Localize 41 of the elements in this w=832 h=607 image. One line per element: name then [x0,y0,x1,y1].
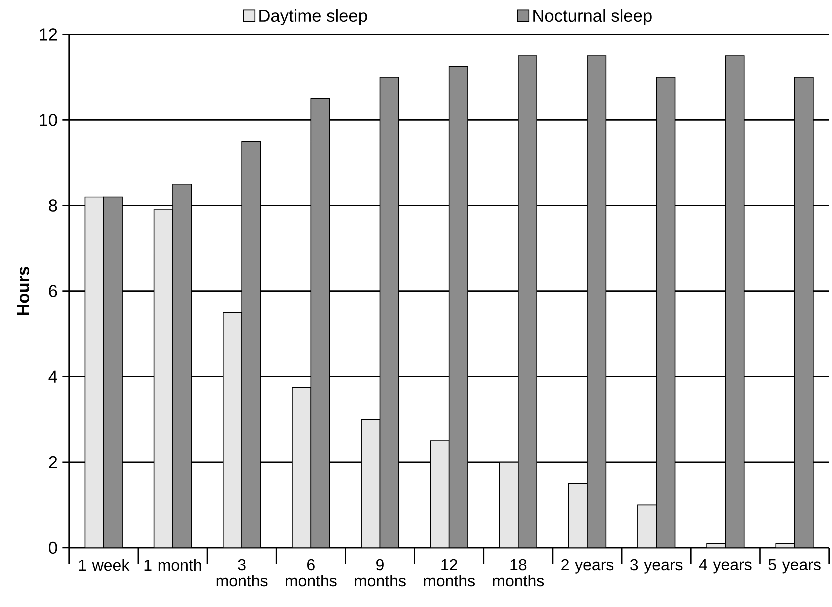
x-tick-label: 5 years [768,560,821,574]
bar [794,77,814,548]
y-tick-label: 2 [49,456,58,469]
bar [292,387,312,548]
bar [172,184,192,548]
x-tick-label: 3 months [216,560,268,587]
x-tick-label: 12 months [424,560,475,587]
x-tick-label: 9 months [355,560,406,587]
y-tick-label: 6 [49,285,58,298]
bar [154,210,174,548]
bar [725,56,745,548]
y-axis-title: Hours [17,267,30,316]
bar [638,504,658,548]
bar [448,66,468,548]
x-tick-label: 1 month [144,560,202,572]
y-tick-label: 12 [40,28,58,41]
y-tick-label: 10 [40,114,58,127]
x-tick-label: 1 week [79,560,130,572]
bar [242,141,262,548]
y-tick-label: 8 [49,200,58,212]
legend-label: Daytime sleep [260,10,368,26]
bar [518,56,538,548]
bar [656,77,676,548]
bar [568,484,588,548]
bar [361,419,381,548]
bar [310,98,330,548]
bar [103,196,123,548]
y-tick-label: 0 [48,542,58,554]
x-tick-label: 6 months [286,560,337,587]
bar [430,440,450,548]
bar [587,56,607,548]
bar [499,462,519,548]
x-tick-label: 2 years [562,560,614,574]
x-tick-label: 4 years [699,560,752,574]
legend-label: Nocturnal sleep [534,10,652,26]
bar [223,312,242,548]
x-tick-label: 18 months [493,560,544,587]
bar [380,77,400,548]
bar [84,196,104,548]
x-tick-label: 3 years [630,560,683,574]
y-tick-label: 4 [48,371,58,384]
